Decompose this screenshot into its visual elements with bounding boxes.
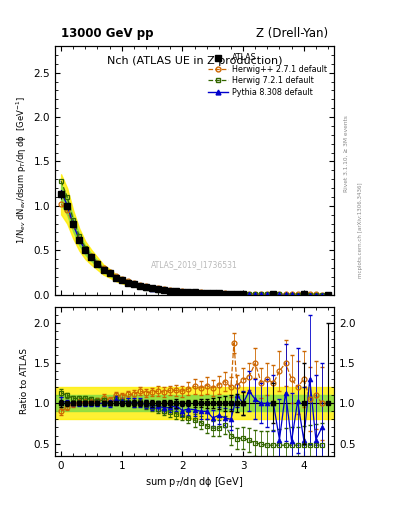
- Legend: ATLAS, Herwig++ 2.7.1 default, Herwig 7.2.1 default, Pythia 8.308 default: ATLAS, Herwig++ 2.7.1 default, Herwig 7.…: [204, 50, 330, 100]
- X-axis label: sum p$_T$/dη dϕ [GeV]: sum p$_T$/dη dϕ [GeV]: [145, 475, 244, 489]
- Y-axis label: 1/N$_{ev}$ dN$_{ev}$/dsum p$_T$/dη dϕ  [GeV$^{-1}$]: 1/N$_{ev}$ dN$_{ev}$/dsum p$_T$/dη dϕ [G…: [15, 96, 29, 244]
- Text: Rivet 3.1.10, ≥ 3M events: Rivet 3.1.10, ≥ 3M events: [344, 115, 349, 192]
- Text: Z (Drell-Yan): Z (Drell-Yan): [256, 27, 329, 40]
- Y-axis label: Ratio to ATLAS: Ratio to ATLAS: [20, 348, 29, 414]
- Text: mcplots.cern.ch [arXiv:1306.3436]: mcplots.cern.ch [arXiv:1306.3436]: [358, 183, 363, 278]
- Text: ATLAS_2019_I1736531: ATLAS_2019_I1736531: [151, 260, 238, 269]
- Text: 13000 GeV pp: 13000 GeV pp: [61, 27, 153, 40]
- Text: Nch (ATLAS UE in Z production): Nch (ATLAS UE in Z production): [107, 56, 282, 66]
